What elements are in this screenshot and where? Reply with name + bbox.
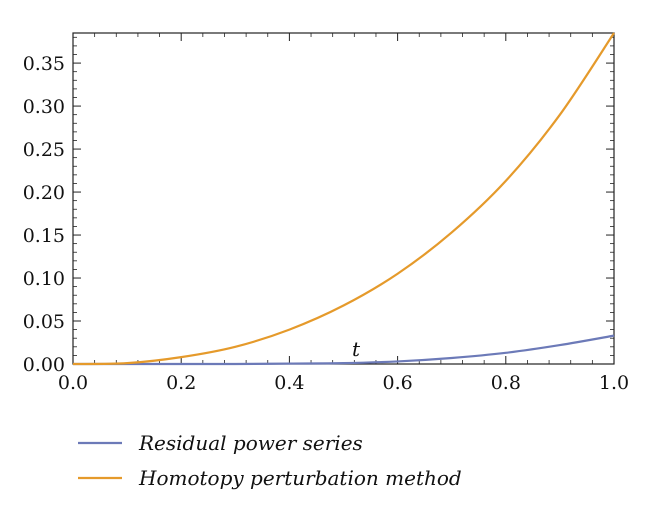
tick-labels: 0.0 0.2 0.4 0.6 0.8 1.0 0.00 0.05 0.10 0.15 0.20 0.…: [23, 53, 629, 394]
y-tick-label: 0.10: [23, 268, 65, 290]
series-line-1: [72, 32, 615, 366]
legend: Residual power series Homotopy perturbati…: [78, 431, 462, 490]
legend-label: Residual power series: [138, 431, 363, 455]
x-tick-label: 0.4: [274, 372, 304, 394]
x-tick-label: 0.2: [166, 372, 196, 394]
x-tick-label: 1.0: [599, 372, 629, 394]
y-tick-label: 0.30: [23, 96, 65, 118]
axis-ticks: [72, 33, 615, 365]
x-tick-label: 0.0: [58, 372, 88, 394]
x-tick-label: 0.8: [491, 372, 521, 394]
legend-label: Homotopy perturbation method: [138, 466, 462, 490]
y-tick-label: 0.35: [23, 53, 65, 75]
plot-frame: [72, 32, 615, 365]
series-lines: [72, 32, 615, 366]
y-tick-label: 0.25: [23, 139, 65, 161]
x-tick-label: 0.6: [382, 372, 412, 394]
y-tick-label: 0.00: [23, 354, 65, 376]
y-tick-label: 0.05: [23, 311, 65, 333]
series-line-0: [73, 334, 615, 366]
x-axis-label: t: [352, 337, 361, 361]
y-tick-label: 0.15: [23, 225, 65, 247]
y-tick-label: 0.20: [23, 182, 65, 204]
